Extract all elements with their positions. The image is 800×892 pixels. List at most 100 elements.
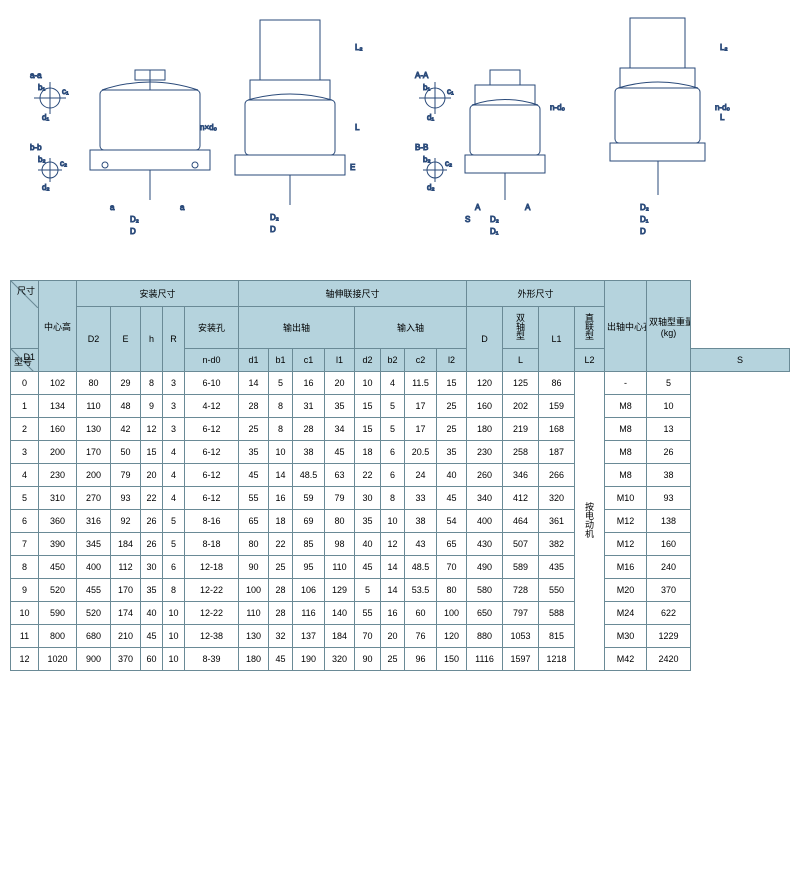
cell: 26 bbox=[141, 510, 163, 533]
cell: 435 bbox=[539, 556, 575, 579]
cell: M10 bbox=[605, 487, 647, 510]
cell: 5 bbox=[163, 510, 185, 533]
cell: 48.5 bbox=[293, 464, 325, 487]
svg-text:D: D bbox=[270, 225, 276, 234]
svg-text:L: L bbox=[355, 123, 360, 132]
cell: 464 bbox=[503, 510, 539, 533]
cell: 79 bbox=[325, 487, 355, 510]
cell: 32 bbox=[269, 625, 293, 648]
svg-text:A: A bbox=[525, 203, 531, 212]
cell: 110 bbox=[325, 556, 355, 579]
svg-text:c₁: c₁ bbox=[447, 87, 454, 96]
cell: 1229 bbox=[647, 625, 691, 648]
cell: 5 bbox=[381, 395, 405, 418]
cell: 20 bbox=[325, 372, 355, 395]
cell: 8-18 bbox=[185, 533, 239, 556]
label-AA: A-A bbox=[415, 71, 429, 80]
cell: 90 bbox=[355, 648, 381, 671]
svg-text:c₂: c₂ bbox=[445, 159, 452, 168]
cell: 5 bbox=[269, 372, 293, 395]
cell: 16 bbox=[269, 487, 293, 510]
cell: 12 bbox=[381, 533, 405, 556]
cell: 320 bbox=[325, 648, 355, 671]
table-header: 尺寸 中心高 安装尺寸 轴伸联接尺寸 外形尺寸 出轴中心孔 双轴型重量 (kg)… bbox=[11, 281, 790, 372]
cell: 25 bbox=[239, 418, 269, 441]
cell: 50 bbox=[111, 441, 141, 464]
table-row: 3200170501546-123510384518620.5352302581… bbox=[11, 441, 790, 464]
cell: 430 bbox=[467, 533, 503, 556]
cell: 184 bbox=[325, 625, 355, 648]
cell: 106 bbox=[293, 579, 325, 602]
cell: 6 bbox=[163, 556, 185, 579]
cell: 79 bbox=[111, 464, 141, 487]
hdr-weight: 双轴型重量 (kg) bbox=[647, 281, 691, 372]
table-row: 6360316922658-16651869803510385440046436… bbox=[11, 510, 790, 533]
spec-table: 尺寸 中心高 安装尺寸 轴伸联接尺寸 外形尺寸 出轴中心孔 双轴型重量 (kg)… bbox=[10, 280, 790, 671]
cell: 202 bbox=[503, 395, 539, 418]
svg-text:D: D bbox=[130, 227, 136, 236]
cell: 24 bbox=[405, 464, 437, 487]
hdr-L: L bbox=[503, 349, 539, 372]
cell: 130 bbox=[239, 625, 269, 648]
cell: 13 bbox=[647, 418, 691, 441]
cell: 125 bbox=[503, 372, 539, 395]
cell: 80 bbox=[239, 533, 269, 556]
cell: 31 bbox=[293, 395, 325, 418]
cell: 5 bbox=[355, 579, 381, 602]
hdr-L1: L1 bbox=[539, 307, 575, 372]
diagram-area: a-a b₁ c₁ d₁ b-b b₂ c₂ d₂ n×d₀ a a D₂ D bbox=[0, 0, 800, 240]
cell: 34 bbox=[325, 418, 355, 441]
svg-text:a: a bbox=[110, 203, 115, 212]
cell: 490 bbox=[467, 556, 503, 579]
cell: 38 bbox=[293, 441, 325, 464]
cell: 28 bbox=[293, 418, 325, 441]
svg-text:E: E bbox=[350, 163, 355, 172]
hdr-c2: c2 bbox=[405, 349, 437, 372]
cell: 12-22 bbox=[185, 602, 239, 625]
cell: 8-39 bbox=[185, 648, 239, 671]
table-row: 12102090037060108-3918045190320902596150… bbox=[11, 648, 790, 671]
hdr-D1: D1 bbox=[23, 352, 35, 362]
cell: 26 bbox=[141, 533, 163, 556]
cell: 42 bbox=[111, 418, 141, 441]
cell: 30 bbox=[355, 487, 381, 510]
cell: 40 bbox=[437, 464, 467, 487]
cell: 5 bbox=[11, 487, 39, 510]
cell: 184 bbox=[111, 533, 141, 556]
cell: 4 bbox=[163, 487, 185, 510]
cell: 48.5 bbox=[405, 556, 437, 579]
cell: 45 bbox=[239, 464, 269, 487]
svg-text:D₂: D₂ bbox=[270, 213, 279, 222]
cell: 17 bbox=[405, 418, 437, 441]
label-d2: d₂ bbox=[42, 183, 50, 192]
svg-text:L₂: L₂ bbox=[720, 43, 728, 52]
cell: 10 bbox=[269, 441, 293, 464]
cell: 33 bbox=[405, 487, 437, 510]
cell: 45 bbox=[269, 648, 293, 671]
cell: 4 bbox=[11, 464, 39, 487]
svg-text:d₁: d₁ bbox=[427, 113, 434, 122]
cell: 93 bbox=[111, 487, 141, 510]
svg-text:D: D bbox=[640, 227, 646, 236]
cell: 80 bbox=[77, 372, 111, 395]
cell: 230 bbox=[467, 441, 503, 464]
cell: 38 bbox=[405, 510, 437, 533]
cell: 550 bbox=[539, 579, 575, 602]
cell: M8 bbox=[605, 395, 647, 418]
cell: 4 bbox=[163, 464, 185, 487]
cell: 98 bbox=[325, 533, 355, 556]
cell: 16 bbox=[381, 602, 405, 625]
cell: 28 bbox=[239, 395, 269, 418]
cell: 16 bbox=[293, 372, 325, 395]
cell: 63 bbox=[325, 464, 355, 487]
cell: 22 bbox=[355, 464, 381, 487]
cell: 14 bbox=[381, 579, 405, 602]
cell: 28 bbox=[269, 579, 293, 602]
cell: 14 bbox=[239, 372, 269, 395]
table-body: 01028029836-10145162010411.51512012586按电… bbox=[11, 372, 790, 671]
cell: 2 bbox=[11, 418, 39, 441]
cell: 8-16 bbox=[185, 510, 239, 533]
cell: 20 bbox=[141, 464, 163, 487]
cell: 270 bbox=[77, 487, 111, 510]
cell: 187 bbox=[539, 441, 575, 464]
